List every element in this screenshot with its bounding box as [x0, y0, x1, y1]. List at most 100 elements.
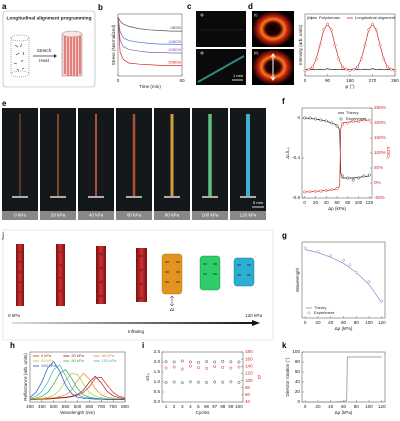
data-point [303, 68, 307, 72]
data-point [314, 189, 317, 193]
y-tick-label: 0.5 [154, 389, 161, 394]
pressure-label: 60 kPa [127, 213, 142, 218]
data-point [237, 360, 241, 364]
data-point [341, 65, 344, 69]
data-point [172, 380, 176, 384]
y2-tick-label: 40 [245, 399, 251, 404]
pressure-label: 120 kPa [240, 213, 257, 218]
data-point [356, 65, 359, 69]
data-point [180, 381, 184, 385]
pressure-end: 120 kPa [245, 313, 262, 318]
data-point [213, 360, 217, 364]
data-point [324, 119, 328, 123]
data-point [342, 258, 345, 262]
x-tick-label: 100 [355, 200, 363, 205]
y-axis-label: Intensity (arb. units) [298, 24, 303, 65]
panel-label: h [10, 341, 15, 350]
series-line [305, 249, 383, 304]
data-point [344, 67, 348, 71]
y-axis-label: Wavelength [295, 268, 300, 293]
data-point [303, 246, 307, 250]
x-tick-label: 0 [304, 78, 307, 83]
data-point [303, 190, 307, 194]
axes-frame [301, 107, 373, 199]
series-line [305, 356, 382, 403]
legend-label: 20 kPa [71, 353, 84, 358]
series-line [29, 373, 126, 400]
pressure-start: 0 kPa [8, 313, 20, 318]
series-line [117, 16, 182, 54]
x-tick-label: 20 [315, 404, 321, 409]
data-point [205, 360, 208, 364]
x-axis-label: Δp (kPa) [335, 410, 353, 415]
y-tick-label: 0 [297, 115, 300, 120]
x-tick-label: 270 [369, 78, 377, 83]
x-tick-label: 2 [173, 404, 176, 409]
x-tick-label: 100 [235, 404, 243, 409]
x-tick-label: 750 [109, 404, 117, 409]
legend-label: 60 kPa [41, 358, 54, 363]
x-tick-label: 0 [303, 200, 306, 205]
data-point [357, 176, 360, 180]
series-label: 50BDB [168, 59, 181, 64]
data-point [386, 65, 389, 69]
data-point [197, 366, 200, 370]
label-bar [154, 211, 190, 220]
x-tick-label: 3 [181, 404, 184, 409]
data-point [213, 365, 217, 369]
series-label: 20BDB [168, 47, 181, 52]
axes-frame [301, 351, 386, 403]
data-point [351, 120, 355, 123]
data-point [180, 367, 184, 371]
series-line [29, 360, 125, 400]
cylinder-polydomain [10, 34, 30, 78]
data-point [367, 173, 371, 177]
x-tick-label: 96 [204, 404, 210, 409]
label-bar [192, 211, 228, 220]
y2-tick-label: 50% [374, 165, 383, 170]
x-tick-label: 4 [189, 404, 192, 409]
series-label: 0BDB [171, 25, 182, 30]
legend-label: 100 kPa [102, 358, 117, 363]
series-line [117, 16, 183, 46]
panel-label: j [1, 231, 4, 240]
series-line [30, 372, 126, 400]
data-point [367, 280, 371, 283]
x-tick-label: 60 [341, 320, 347, 325]
y-tick-label: 20 [295, 389, 301, 394]
x-tick-label: 120 [378, 404, 386, 409]
data-point [333, 43, 337, 47]
data-point [354, 270, 358, 274]
y-tick-label: 2.0 [154, 359, 161, 364]
y2-tick-label: 100% [374, 150, 386, 155]
axes-frame [117, 13, 183, 77]
data-point [197, 360, 200, 364]
x-tick-label: 400 [26, 404, 34, 409]
data-point [221, 380, 225, 384]
x-tick-label: 120 [365, 200, 373, 205]
data-point [197, 380, 200, 384]
y-tick-label: 0 [297, 399, 300, 404]
data-point [164, 360, 168, 364]
legend-swatch [339, 117, 343, 121]
data-point [311, 65, 314, 69]
legend-label: 0 kPa [41, 353, 52, 358]
data-point [362, 118, 366, 122]
x-tick-label: 500 [50, 404, 58, 409]
panel-label: a [2, 2, 7, 11]
y2-tick-label: 200% [374, 120, 386, 125]
data-point [229, 380, 233, 384]
y-tick-label: 100 [292, 349, 300, 354]
data-point [367, 118, 371, 122]
y-tick-label: 80 [295, 359, 301, 364]
data-point [319, 189, 323, 193]
data-point [351, 178, 355, 182]
data-point [229, 366, 233, 370]
y2-tick-label: 180 [245, 349, 253, 354]
x-axis-label: Δp (kPa) [328, 206, 346, 211]
x-tick-label: 600 [74, 404, 82, 409]
pressure-label: 40 kPa [89, 213, 104, 218]
direction-label: Inflating [128, 329, 145, 334]
data-point [346, 121, 350, 125]
y-tick-label: -0.4 [292, 155, 300, 160]
